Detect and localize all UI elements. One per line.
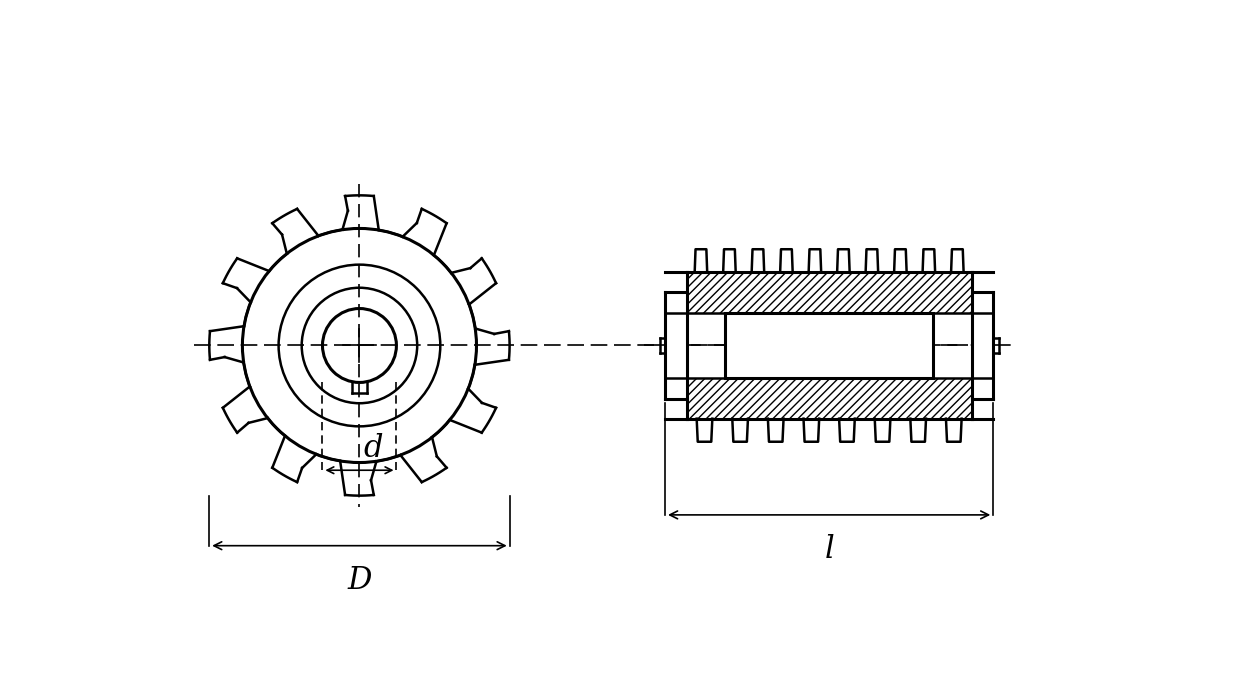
- Bar: [726, 313, 933, 378]
- Bar: [972, 292, 993, 399]
- Bar: [666, 292, 687, 399]
- Bar: [687, 378, 972, 419]
- Text: l: l: [824, 534, 834, 565]
- Text: d: d: [363, 433, 383, 464]
- Text: D: D: [347, 565, 372, 596]
- Bar: [687, 272, 972, 313]
